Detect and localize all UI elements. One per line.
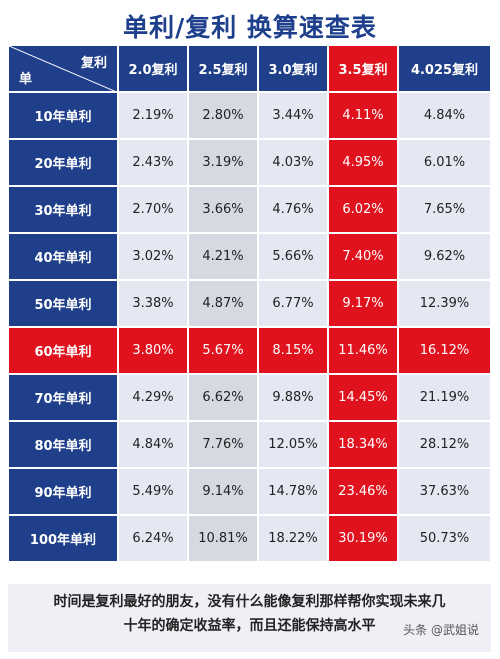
conversion-table: 复利 单 2.0复利 2.5复利 3.0复利 3.5复利 4.025复利 10年… xyxy=(8,45,491,562)
footer-line-1: 时间是复利最好的朋友，没有什么能像复利那样帮你实现未来几 xyxy=(53,594,446,610)
footer-caption: 时间是复利最好的朋友，没有什么能像复利那样帮你实现未来几 十年的确定收益率，而且… xyxy=(8,584,491,652)
table-cell: 12.39% xyxy=(398,280,491,327)
table-cell: 2.70% xyxy=(118,186,188,233)
table-cell: 3.38% xyxy=(118,280,188,327)
table-cell: 5.66% xyxy=(258,233,328,280)
table-cell: 3.66% xyxy=(188,186,258,233)
table-cell: 23.46% xyxy=(328,468,398,515)
table-cell: 3.44% xyxy=(258,92,328,139)
table-row: 100年单利 6.24% 10.81% 18.22% 30.19% 50.73% xyxy=(8,515,491,562)
table-cell: 4.76% xyxy=(258,186,328,233)
table-row: 80年单利 4.84% 7.76% 12.05% 18.34% 28.12% xyxy=(8,421,491,468)
table-cell: 6.62% xyxy=(188,374,258,421)
column-header: 3.0复利 xyxy=(258,45,328,92)
row-label: 100年单利 xyxy=(8,515,118,562)
table-cell: 2.19% xyxy=(118,92,188,139)
row-label: 90年单利 xyxy=(8,468,118,515)
table-cell: 9.14% xyxy=(188,468,258,515)
table-body: 10年单利 2.19% 2.80% 3.44% 4.11% 4.84% 20年单利 2.43%… xyxy=(8,92,491,562)
table-cell: 6.77% xyxy=(258,280,328,327)
row-label: 10年单利 xyxy=(8,92,118,139)
table-row: 20年单利 2.43% 3.19% 4.03% 4.95% 6.01% xyxy=(8,139,491,186)
watermark: 头条 @武姐说 xyxy=(403,623,479,637)
column-header: 2.0复利 xyxy=(118,45,188,92)
row-label: 50年单利 xyxy=(8,280,118,327)
table-cell: 3.02% xyxy=(118,233,188,280)
table-row: 90年单利 5.49% 9.14% 14.78% 23.46% 37.63% xyxy=(8,468,491,515)
table-row: 10年单利 2.19% 2.80% 3.44% 4.11% 4.84% xyxy=(8,92,491,139)
table-cell: 7.76% xyxy=(188,421,258,468)
table-row: 40年单利 3.02% 4.21% 5.66% 7.40% 9.62% xyxy=(8,233,491,280)
table-cell: 7.40% xyxy=(328,233,398,280)
table-cell: 12.05% xyxy=(258,421,328,468)
table-cell: 4.03% xyxy=(258,139,328,186)
corner-label-compound: 复利 xyxy=(80,56,107,71)
table-cell: 2.43% xyxy=(118,139,188,186)
table-row: 60年单利 3.80% 5.67% 8.15% 11.46% 16.12% xyxy=(8,327,491,374)
table-cell: 4.84% xyxy=(398,92,491,139)
table-row: 30年单利 2.70% 3.66% 4.76% 6.02% 7.65% xyxy=(8,186,491,233)
column-header: 4.025复利 xyxy=(398,45,491,92)
table-cell: 3.80% xyxy=(118,327,188,374)
table-cell: 6.24% xyxy=(118,515,188,562)
corner-label-simple: 单 xyxy=(19,72,33,87)
column-header: 3.5复利 xyxy=(328,45,398,92)
table-cell: 4.29% xyxy=(118,374,188,421)
row-label: 40年单利 xyxy=(8,233,118,280)
table-cell: 4.84% xyxy=(118,421,188,468)
table-cell: 21.19% xyxy=(398,374,491,421)
table-cell: 6.01% xyxy=(398,139,491,186)
table-cell: 11.46% xyxy=(328,327,398,374)
table-row: 70年单利 4.29% 6.62% 9.88% 14.45% 21.19% xyxy=(8,374,491,421)
footer-line-2: 十年的确定收益率，而且还能保持高水平 xyxy=(123,618,376,634)
table-cell: 4.87% xyxy=(188,280,258,327)
table-cell: 37.63% xyxy=(398,468,491,515)
table-cell: 16.12% xyxy=(398,327,491,374)
row-label: 30年单利 xyxy=(8,186,118,233)
row-label: 80年单利 xyxy=(8,421,118,468)
table-cell: 8.15% xyxy=(258,327,328,374)
table-cell: 4.21% xyxy=(188,233,258,280)
table-cell: 18.34% xyxy=(328,421,398,468)
table-cell: 14.78% xyxy=(258,468,328,515)
table-cell: 5.49% xyxy=(118,468,188,515)
table-cell: 28.12% xyxy=(398,421,491,468)
diagonal-line xyxy=(9,46,119,93)
table-cell: 50.73% xyxy=(398,515,491,562)
corner-header-cell: 复利 单 xyxy=(8,45,119,93)
table-cell: 4.11% xyxy=(328,92,398,139)
table-cell: 4.95% xyxy=(328,139,398,186)
column-header: 2.5复利 xyxy=(188,45,258,92)
row-label: 70年单利 xyxy=(8,374,118,421)
table-cell: 9.88% xyxy=(258,374,328,421)
page-title: 单利/复利 换算速查表 xyxy=(123,13,377,42)
row-label: 20年单利 xyxy=(8,139,118,186)
table-cell: 5.67% xyxy=(188,327,258,374)
table-cell: 7.65% xyxy=(398,186,491,233)
table-cell: 30.19% xyxy=(328,515,398,562)
table-cell: 14.45% xyxy=(328,374,398,421)
table-cell: 3.19% xyxy=(188,139,258,186)
table-cell: 18.22% xyxy=(258,515,328,562)
row-label: 60年单利 xyxy=(8,327,118,374)
table-cell: 9.62% xyxy=(398,233,491,280)
table-cell: 6.02% xyxy=(328,186,398,233)
table-cell: 9.17% xyxy=(328,280,398,327)
table-cell: 2.80% xyxy=(188,92,258,139)
table-header-row: 复利 单 2.0复利 2.5复利 3.0复利 3.5复利 4.025复利 xyxy=(8,45,491,93)
table-row: 50年单利 3.38% 4.87% 6.77% 9.17% 12.39% xyxy=(8,280,491,327)
table-cell: 10.81% xyxy=(188,515,258,562)
